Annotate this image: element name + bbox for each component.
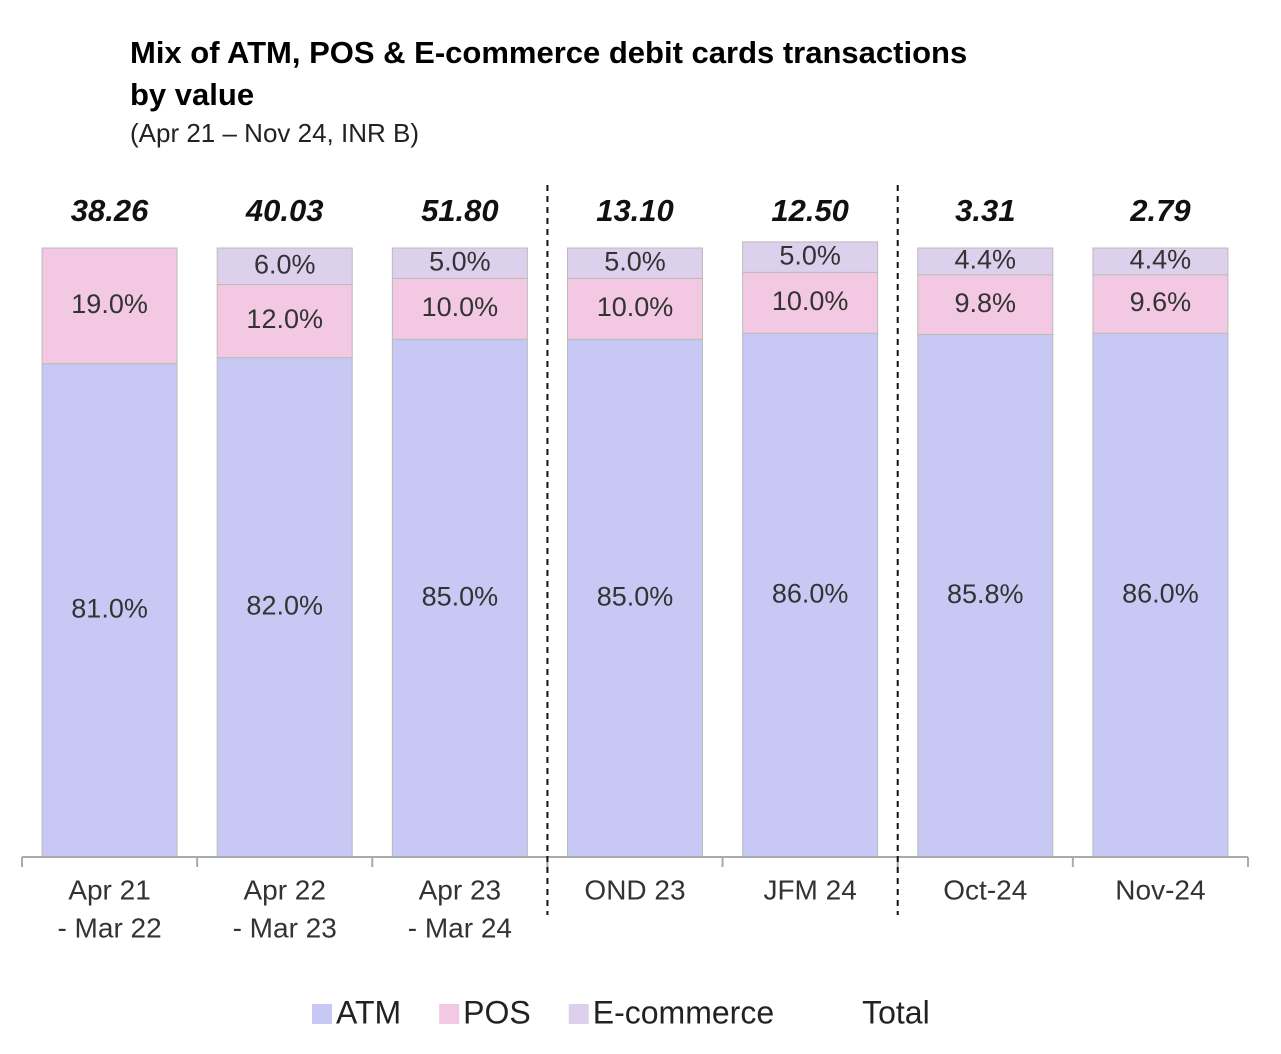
data-label: 4.4% — [955, 245, 1017, 275]
data-label: 5.0% — [604, 246, 666, 276]
bar-segment — [567, 247, 703, 279]
data-label: 10.0% — [422, 292, 499, 322]
data-label: 10.0% — [597, 292, 674, 322]
total-label: 2.79 — [1129, 193, 1191, 228]
x-tick-label: Apr 21 — [68, 874, 151, 905]
bar-segment — [391, 338, 528, 858]
data-label: 85.0% — [422, 581, 499, 611]
x-tick-label: Nov-24 — [1115, 874, 1205, 905]
x-tick-label: - Mar 24 — [408, 912, 512, 943]
bar-segment — [742, 271, 879, 334]
chart-title: by value — [130, 77, 254, 112]
bar-segment — [216, 247, 353, 286]
bar-segment — [1092, 274, 1229, 334]
data-label: 5.0% — [779, 240, 841, 270]
chart-title: Mix of ATM, POS & E-commerce debit cards… — [130, 35, 967, 70]
data-label: 85.0% — [597, 581, 674, 611]
data-label: 19.0% — [71, 289, 148, 319]
data-label: 10.0% — [772, 286, 849, 316]
data-label: 6.0% — [254, 249, 316, 279]
legend-label: Total — [862, 994, 930, 1030]
bar-segment — [567, 277, 703, 340]
legend-label: E-commerce — [593, 994, 774, 1030]
bar-segment — [41, 247, 178, 365]
bar-segment — [917, 247, 1054, 276]
chart-subtitle: (Apr 21 – Nov 24, INR B) — [130, 118, 419, 148]
x-tick-label: Apr 23 — [419, 874, 502, 905]
x-tick-label: JFM 24 — [763, 874, 856, 905]
data-label: 4.4% — [1130, 245, 1192, 275]
x-tick-label: Apr 22 — [243, 874, 326, 905]
bar-segment — [917, 333, 1054, 858]
bar-segment — [742, 241, 879, 273]
total-label: 3.31 — [955, 193, 1015, 228]
x-tick-label: - Mar 23 — [233, 912, 337, 943]
x-tick-label: Oct-24 — [943, 874, 1027, 905]
bar-segment — [917, 274, 1054, 335]
data-label: 86.0% — [1122, 578, 1199, 608]
legend-label: POS — [463, 994, 531, 1030]
legend-swatch — [312, 1004, 332, 1024]
legend-swatch — [439, 1004, 460, 1024]
bar-segment — [1092, 247, 1229, 276]
data-label: 86.0% — [772, 578, 849, 608]
total-label: 51.80 — [421, 193, 499, 228]
total-label: 12.50 — [771, 193, 849, 228]
bar-segment — [742, 332, 879, 858]
total-label: 40.03 — [245, 193, 324, 228]
bar-segment — [41, 363, 178, 858]
data-label: 82.0% — [246, 590, 323, 620]
bar-segment — [1092, 332, 1229, 858]
data-label: 9.8% — [955, 288, 1017, 318]
total-label: 38.26 — [71, 193, 149, 228]
data-label: 81.0% — [71, 593, 148, 623]
legend-swatch — [568, 1004, 589, 1024]
data-label: 85.8% — [947, 579, 1024, 609]
legend-label: ATM — [336, 994, 401, 1030]
total-label: 13.10 — [596, 193, 674, 228]
x-tick-label: - Mar 22 — [57, 912, 161, 943]
bar-segment — [391, 277, 528, 340]
bar-segment — [391, 247, 528, 279]
data-label: 5.0% — [429, 246, 491, 276]
data-label: 9.6% — [1130, 287, 1192, 317]
data-label: 12.0% — [246, 304, 323, 334]
bar-segment — [216, 284, 353, 359]
x-tick-label: OND 23 — [584, 874, 685, 905]
